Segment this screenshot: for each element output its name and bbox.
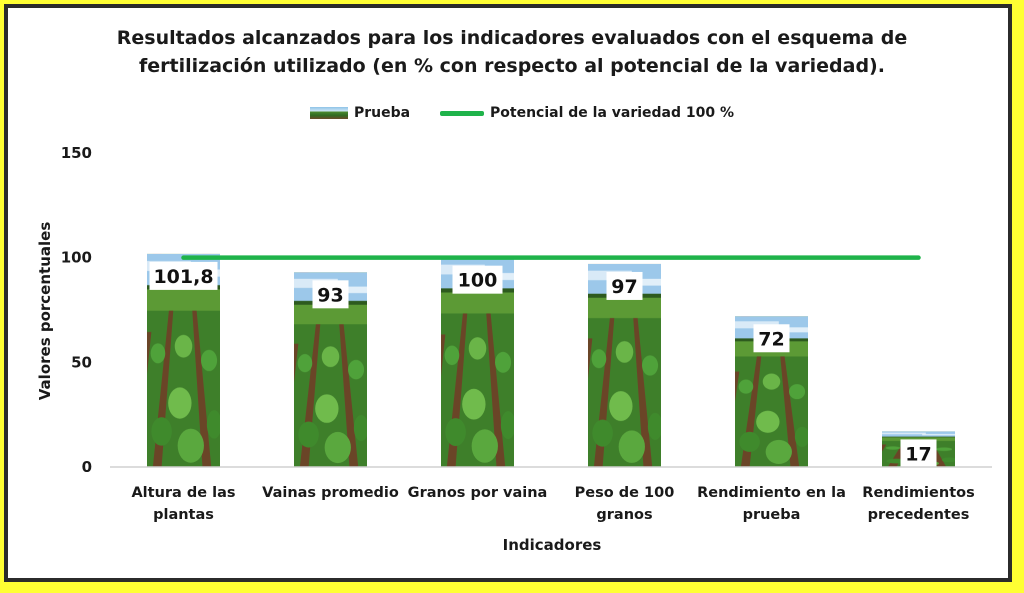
data-label: 97 bbox=[611, 276, 637, 298]
data-label-box bbox=[900, 439, 937, 468]
legend-swatch-photo bbox=[310, 107, 348, 119]
data-label: 17 bbox=[905, 443, 931, 465]
data-label-box bbox=[452, 265, 503, 294]
x-tick-label: Rendimiento en la prueba bbox=[697, 485, 846, 523]
y-tick-label: 150 bbox=[61, 144, 92, 162]
legend-label-potencial: Potencial de la variedad 100 % bbox=[490, 105, 735, 121]
data-label-box bbox=[149, 261, 218, 290]
y-axis-title: Valores porcentuales bbox=[36, 222, 54, 401]
data-label: 72 bbox=[758, 328, 784, 350]
legend-item-prueba: Prueba bbox=[310, 102, 410, 124]
chart-title-line-2: fertilización utilizado (en % con respec… bbox=[139, 55, 885, 77]
y-axis: 0 50 100 150 bbox=[61, 144, 92, 476]
legend-swatch-line bbox=[440, 110, 484, 116]
x-tick-label: Granos por vaina bbox=[408, 485, 548, 501]
x-tick-label: Vainas promedio bbox=[262, 485, 399, 501]
data-label-box bbox=[753, 324, 790, 353]
y-tick-label: 50 bbox=[71, 353, 92, 371]
x-tick-label: Rendimientos precedentes bbox=[862, 485, 974, 523]
y-tick-label: 100 bbox=[61, 249, 92, 267]
chart-legend: Prueba Potencial de la variedad 100 % bbox=[0, 102, 1024, 124]
legend-label-prueba: Prueba bbox=[354, 105, 411, 121]
data-label: 100 bbox=[458, 270, 498, 292]
x-axis-title: Indicadores bbox=[503, 536, 602, 554]
chart-title: Resultados alcanzados para los indicador… bbox=[0, 24, 1024, 80]
data-label: 101,8 bbox=[153, 266, 213, 288]
data-labels: 101,8 93 100 97 72 17 bbox=[149, 261, 937, 468]
x-axis: Altura de las plantas Vainas promedio Grano… bbox=[110, 466, 992, 523]
x-tick-label: Peso de 100 granos bbox=[575, 485, 675, 523]
bars bbox=[147, 253, 955, 467]
y-tick-label: 0 bbox=[82, 458, 92, 476]
data-label: 93 bbox=[317, 284, 343, 306]
chart-title-line-1: Resultados alcanzados para los indicador… bbox=[116, 27, 908, 49]
x-tick-label: Altura de las plantas bbox=[131, 485, 235, 523]
legend-item-potencial: Potencial de la variedad 100 % bbox=[440, 102, 734, 124]
data-label-box bbox=[312, 280, 349, 309]
data-label-box bbox=[606, 271, 643, 300]
